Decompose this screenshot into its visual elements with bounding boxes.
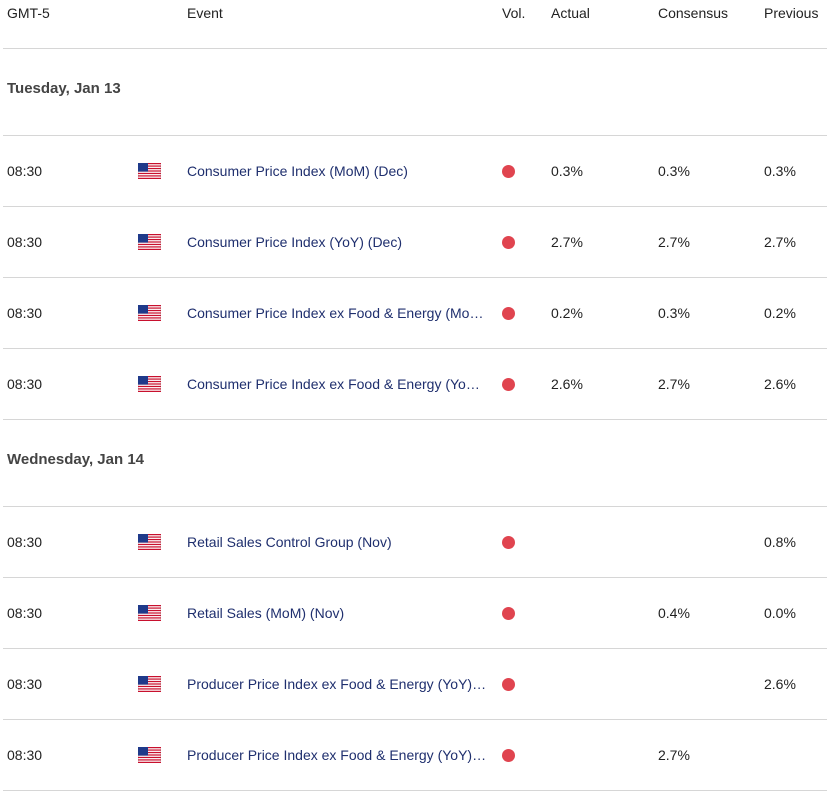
actual: 0.2%	[551, 305, 583, 321]
actual: 0.3%	[551, 163, 583, 179]
divider	[3, 348, 827, 349]
consensus: 2.7%	[658, 234, 690, 250]
volatility-dot	[502, 307, 515, 320]
event-name: Consumer Price Index ex Food & Energy (Y…	[187, 376, 480, 392]
column-header: Previous	[764, 5, 819, 21]
us-flag	[138, 376, 161, 392]
event-name: Consumer Price Index ex Food & Energy (M…	[187, 305, 484, 321]
time: 08:30	[7, 605, 43, 621]
divider	[3, 277, 827, 278]
volatility-dot	[502, 678, 515, 691]
event-name: Consumer Price Index (MoM) (Dec)	[187, 163, 408, 179]
previous: 0.2%	[764, 305, 796, 321]
calendar-page: GMT-5 Event Vol. Actual Consensus Previous Tue…	[3, 5, 827, 791]
time: 08:30	[7, 163, 43, 179]
time: 08:30	[7, 234, 43, 250]
previous: 0.0%	[764, 605, 796, 621]
time: 08:30	[7, 747, 43, 763]
consensus: 0.3%	[658, 305, 690, 321]
consensus: 2.7%	[658, 747, 690, 763]
day-title: Tuesday, Jan 13	[7, 80, 121, 97]
volatility-dot	[502, 236, 515, 249]
us-flag	[138, 747, 161, 763]
consensus: 0.4%	[658, 605, 690, 621]
us-flag	[138, 605, 161, 621]
us-flag	[138, 305, 161, 321]
divider	[3, 719, 827, 720]
column-header: Consensus	[658, 5, 729, 21]
time: 08:30	[7, 305, 43, 321]
time: 08:30	[7, 676, 43, 692]
previous: 2.6%	[764, 376, 796, 392]
volatility-dot	[502, 536, 515, 549]
event-name: Retail Sales Control Group (Nov)	[187, 534, 392, 550]
divider	[3, 577, 827, 578]
actual: 2.6%	[551, 376, 583, 392]
event-name: Producer Price Index ex Food & Energy (Y…	[187, 676, 487, 692]
consensus: 2.7%	[658, 376, 690, 392]
divider	[3, 648, 827, 649]
event-name: Retail Sales (MoM) (Nov)	[187, 605, 345, 621]
time: 08:30	[7, 534, 43, 550]
divider	[3, 506, 827, 507]
time: 08:30	[7, 376, 43, 392]
divider	[3, 206, 827, 207]
previous: 2.6%	[764, 676, 796, 692]
us-flag	[138, 534, 161, 550]
volatility-dot	[502, 378, 515, 391]
column-header: Actual	[551, 5, 590, 21]
column-header: Event	[187, 5, 223, 21]
divider	[3, 419, 827, 420]
day-title: Wednesday, Jan 14	[7, 451, 145, 468]
column-header: Vol.	[502, 5, 526, 21]
us-flag	[138, 163, 161, 179]
divider	[3, 48, 827, 49]
actual: 2.7%	[551, 234, 583, 250]
divider	[3, 135, 827, 136]
volatility-dot	[502, 749, 515, 762]
event-name: Producer Price Index ex Food & Energy (Y…	[187, 747, 487, 763]
event-name: Consumer Price Index (YoY) (Dec)	[187, 234, 403, 250]
volatility-dot	[502, 165, 515, 178]
previous: 0.3%	[764, 163, 796, 179]
previous: 2.7%	[764, 234, 796, 250]
us-flag	[138, 234, 161, 250]
column-header: GMT-5	[7, 5, 50, 21]
volatility-dot	[502, 607, 515, 620]
us-flag	[138, 676, 161, 692]
consensus: 0.3%	[658, 163, 690, 179]
previous: 0.8%	[764, 534, 796, 550]
